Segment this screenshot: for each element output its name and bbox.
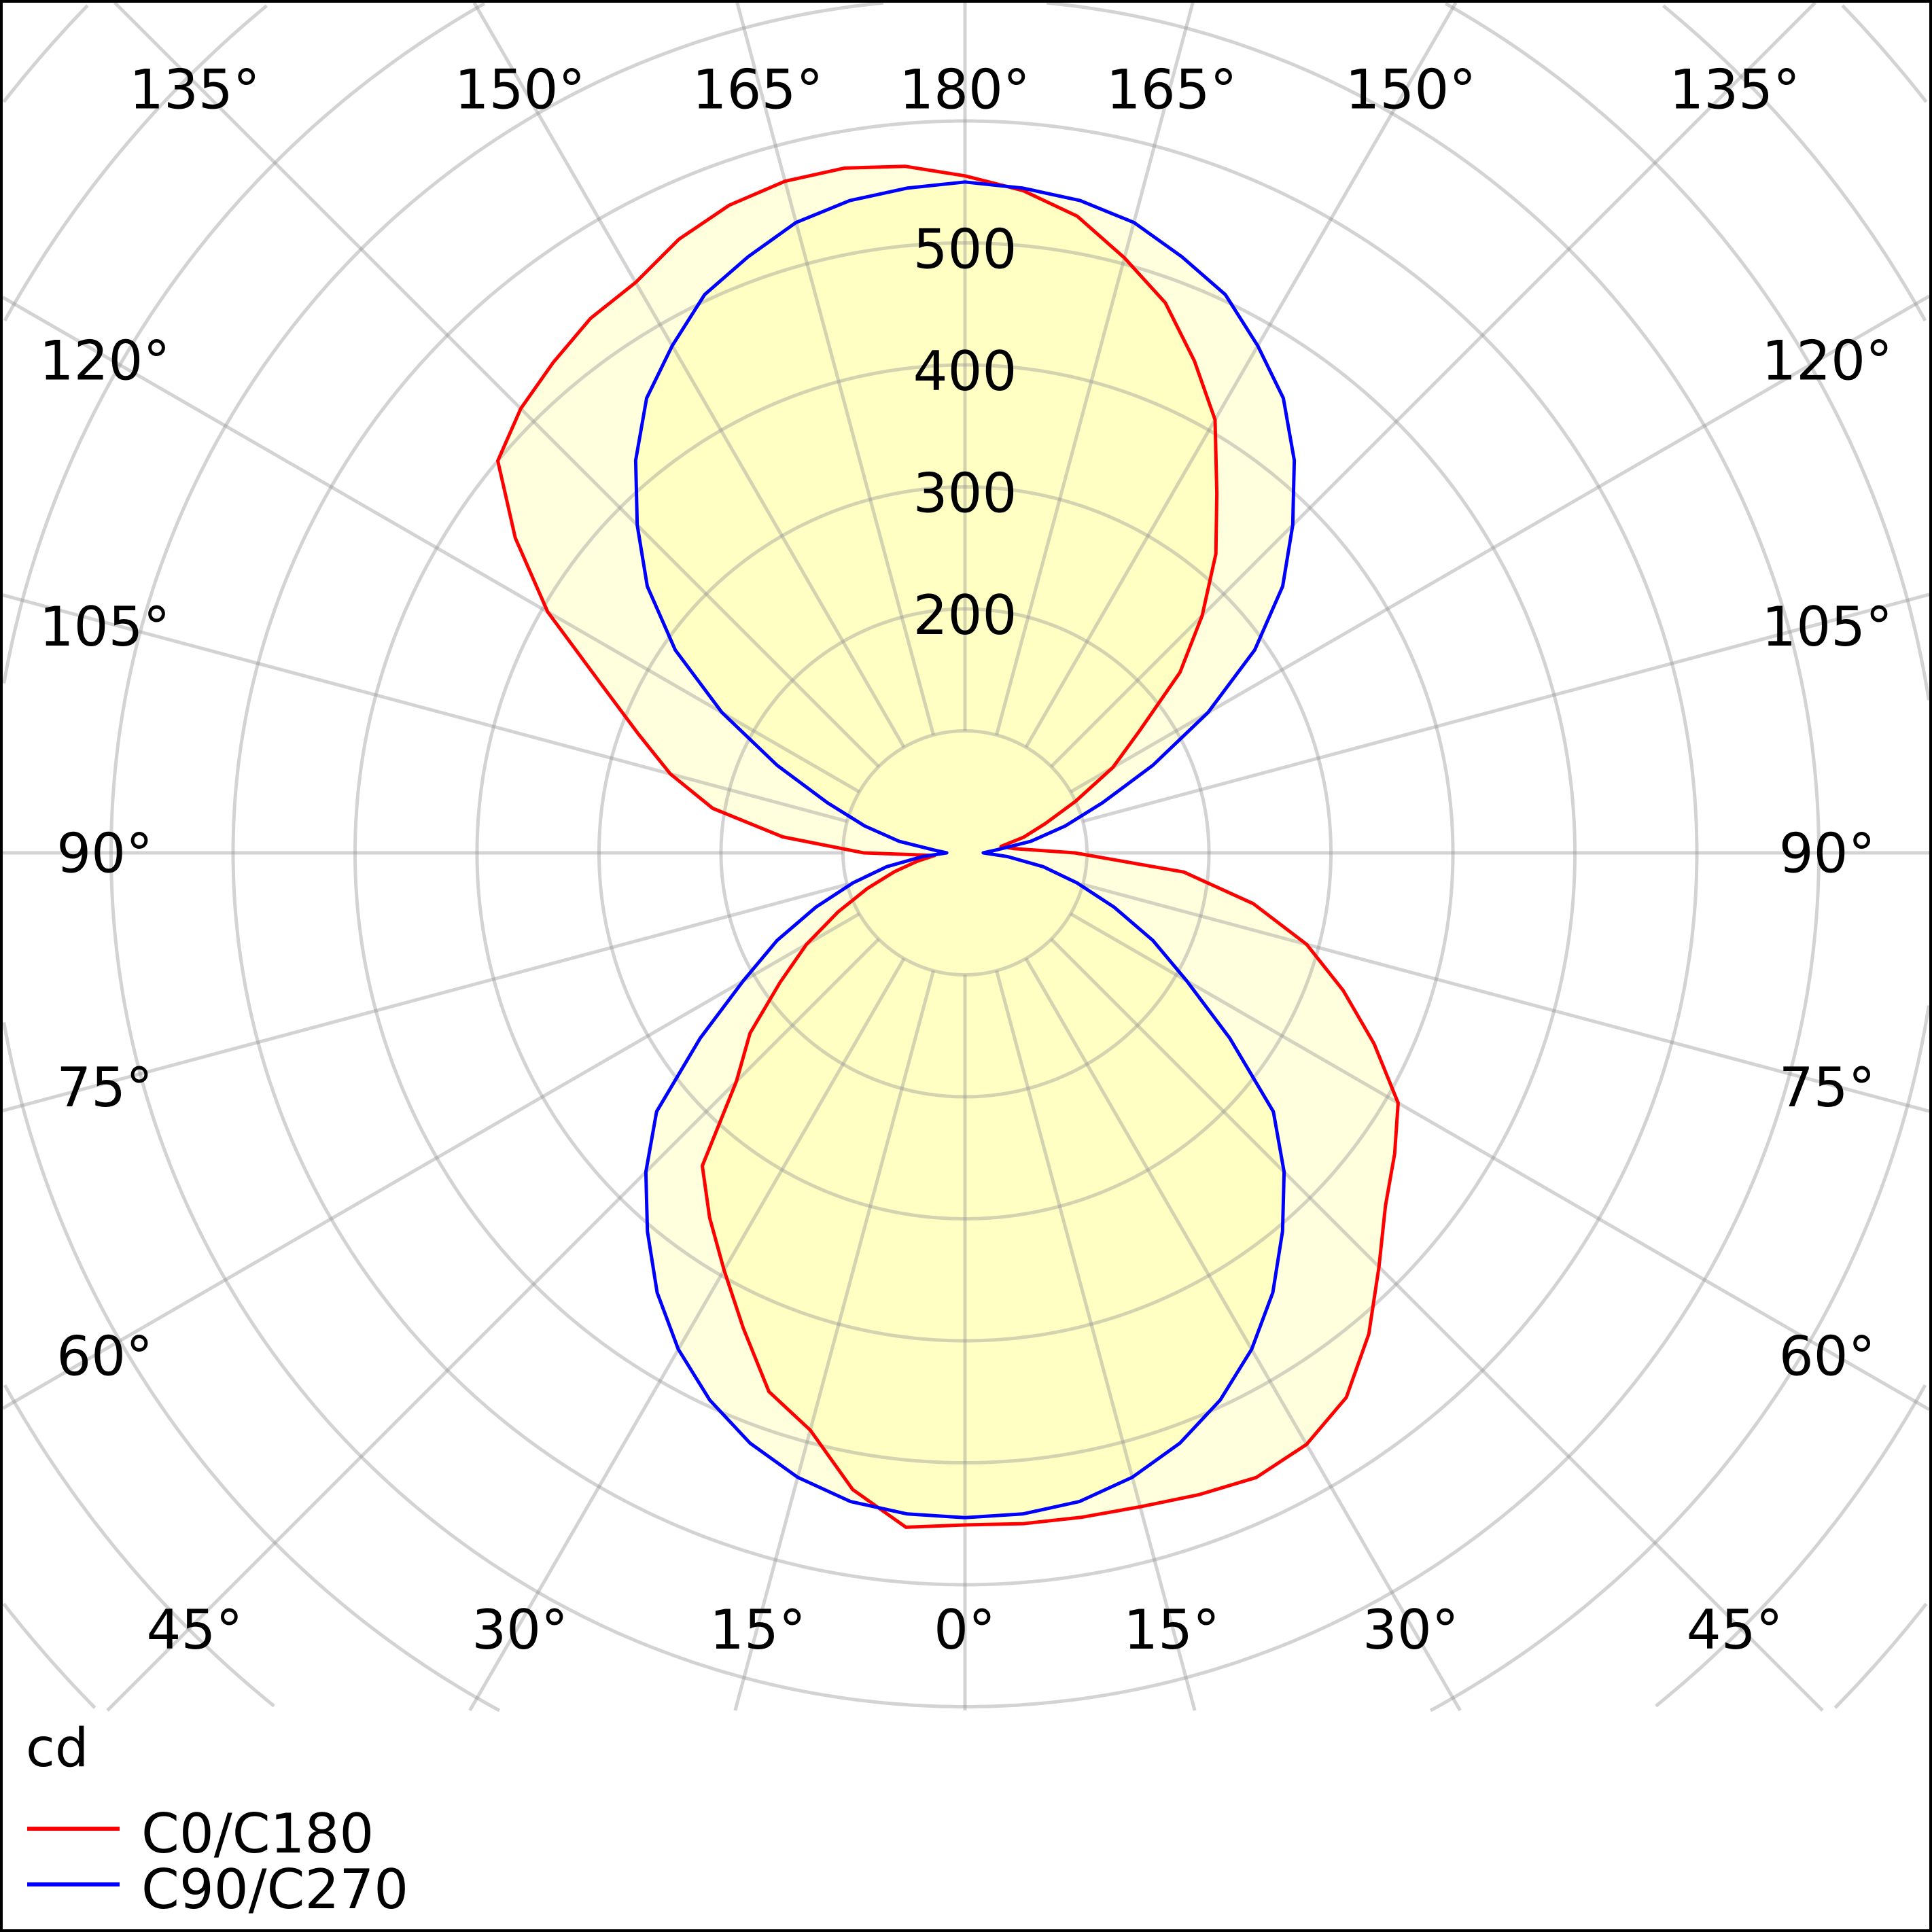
grid-spoke xyxy=(1082,883,1929,1113)
grid-spoke xyxy=(1070,912,1929,1411)
angle-label-bottom: 30° xyxy=(472,1598,568,1662)
grid-spoke xyxy=(468,958,906,1712)
angle-label-bottom: 0° xyxy=(934,1598,996,1662)
angle-label-left: 75° xyxy=(56,1056,153,1119)
angle-label-top: 165° xyxy=(1106,58,1237,122)
angle-label-top: 180° xyxy=(899,58,1030,122)
angle-label-bottom: 15° xyxy=(1123,1598,1220,1662)
grid-spoke xyxy=(1024,958,1462,1712)
grid-spoke xyxy=(995,3,1195,736)
grid-spoke xyxy=(3,593,848,823)
grid-ring xyxy=(475,363,1455,1343)
legend: cd C0/C180 C90/C270 xyxy=(26,1718,408,1921)
angle-label-right: 105° xyxy=(1761,595,1893,658)
grid-spoke xyxy=(1082,593,1929,823)
grid-ring xyxy=(231,119,1699,1587)
grid-spoke xyxy=(1050,938,1824,1712)
angle-label-bottom: 30° xyxy=(1363,1598,1459,1662)
angle-label-left: 105° xyxy=(39,595,171,658)
legend-label-c90-c270: C90/C270 xyxy=(141,1858,408,1921)
grid-spoke xyxy=(733,970,935,1711)
grid-ring xyxy=(3,4,1927,1708)
angle-label-right: 90° xyxy=(1779,822,1876,885)
grid-spoke xyxy=(3,912,860,1410)
grid-ring xyxy=(841,729,1089,977)
grid-spoke xyxy=(472,3,906,748)
angle-label-top: 135° xyxy=(1669,58,1800,122)
angle-label-right: 60° xyxy=(1779,1324,1876,1388)
grid-ring xyxy=(597,485,1333,1220)
grid-spoke xyxy=(1070,294,1929,794)
grid-ring xyxy=(353,241,1577,1464)
grid-spoke xyxy=(106,938,880,1712)
grid-ring xyxy=(719,607,1211,1099)
grid-spoke xyxy=(3,883,848,1112)
grid-spoke xyxy=(113,3,880,768)
grid-ring xyxy=(3,3,1929,1713)
angle-label-bottom: 15° xyxy=(709,1598,806,1662)
angle-label-left: 120° xyxy=(39,329,171,392)
grid-spoke xyxy=(1024,3,1458,748)
angle-label-top: 165° xyxy=(692,58,824,122)
fill-c90-c270 xyxy=(635,181,1295,1518)
angle-label-right: 75° xyxy=(1779,1056,1876,1119)
angle-label-left: 60° xyxy=(56,1324,153,1388)
angle-label-top: 135° xyxy=(129,58,260,122)
angle-label-bottom: 45° xyxy=(1687,1598,1783,1662)
radial-tick-label: 200 xyxy=(913,584,1017,647)
fill-c0-c180 xyxy=(497,166,1399,1528)
angle-label-left: 90° xyxy=(56,822,153,885)
polar-plot: 200 300 400 500 135° 150° 165° 180° 165° 150° 135°… xyxy=(3,3,1929,1921)
legend-label-c0-c180: C0/C180 xyxy=(141,1802,374,1865)
unit-label: cd xyxy=(26,1718,88,1779)
grid-ring xyxy=(3,4,1928,1709)
radial-tick-label: 400 xyxy=(913,340,1017,403)
grid-spoke xyxy=(735,3,935,736)
radial-tick-label: 300 xyxy=(913,462,1017,525)
grid-spoke xyxy=(1050,3,1816,768)
series-line-c0-c180 xyxy=(496,164,1400,1529)
series-line-c90-c270 xyxy=(633,180,1297,1520)
angle-label-bottom: 45° xyxy=(147,1598,243,1662)
angle-label-right: 120° xyxy=(1761,329,1893,392)
angle-label-top: 150° xyxy=(455,58,586,122)
angle-label-top: 150° xyxy=(1346,58,1477,122)
grid-spoke xyxy=(3,296,860,794)
grid-ring xyxy=(109,3,1821,1708)
radial-tick-label: 500 xyxy=(913,218,1017,281)
grid-spoke xyxy=(995,970,1197,1711)
